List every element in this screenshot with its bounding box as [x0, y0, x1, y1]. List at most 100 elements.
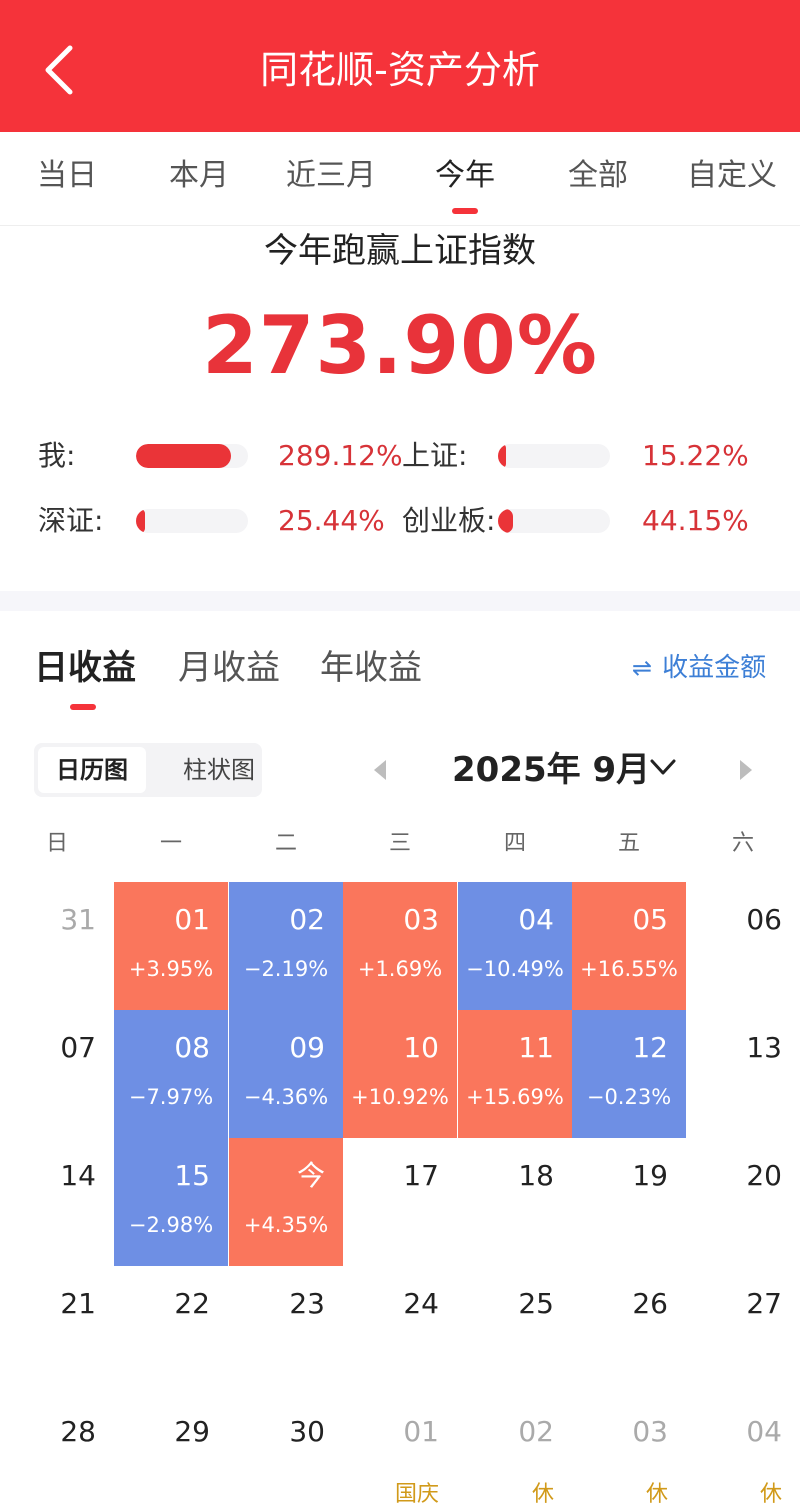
calendar-view-button[interactable]: 日历图: [38, 747, 146, 793]
tab-three-months[interactable]: 近三月: [286, 158, 376, 193]
holiday-label: 休: [645, 1482, 668, 1507]
calendar-day-cell[interactable]: 02 休: [458, 1394, 572, 1511]
calendar-day-cell[interactable]: 04 休: [686, 1394, 800, 1511]
bar-view-button[interactable]: 柱状图: [183, 756, 255, 784]
day-number: 11: [518, 1031, 554, 1064]
day-number: 今: [296, 1159, 325, 1192]
holiday-label: 休: [759, 1482, 782, 1507]
calendar-day-cell[interactable]: 10 +10.92%: [343, 1010, 457, 1138]
back-button[interactable]: [30, 40, 90, 100]
tab-this-month[interactable]: 本月: [169, 158, 229, 193]
comparison-value-shenzhen: 25.44%: [278, 504, 385, 537]
comparison-value-shanghai: 15.22%: [642, 439, 749, 472]
calendar-day-cell[interactable]: 13: [686, 1010, 800, 1138]
calendar-day-cell[interactable]: 08 −7.97%: [114, 1010, 228, 1138]
tab-yearly-return[interactable]: 年收益: [320, 648, 422, 688]
day-number: 04: [518, 903, 554, 936]
calendar-day-cell[interactable]: 02 −2.19%: [229, 882, 343, 1010]
weekday-label: 二: [274, 831, 297, 856]
daily-return: +16.55%: [580, 957, 678, 981]
tab-this-year[interactable]: 今年: [435, 158, 495, 193]
calendar-day-cell[interactable]: 27: [686, 1266, 800, 1394]
summary-title: 今年跑赢上证指数: [264, 231, 536, 271]
day-number: 24: [403, 1287, 439, 1320]
tab-all[interactable]: 全部: [568, 158, 628, 193]
daily-return: −10.49%: [466, 957, 564, 981]
calendar-day-cell[interactable]: 15 −2.98%: [114, 1138, 228, 1266]
day-number: 05: [632, 903, 668, 936]
calendar-day-cell[interactable]: 03 休: [572, 1394, 686, 1511]
calendar-day-cell[interactable]: 28: [0, 1394, 114, 1511]
page-title: 同花顺-资产分析: [260, 48, 540, 92]
day-number: 10: [403, 1031, 439, 1064]
day-number: 19: [632, 1159, 668, 1192]
app-header: 同花顺-资产分析: [0, 0, 800, 132]
daily-return: −0.23%: [586, 1085, 672, 1109]
tab-today[interactable]: 当日: [37, 158, 97, 193]
tab-custom[interactable]: 自定义: [687, 158, 777, 193]
day-number: 09: [289, 1031, 325, 1064]
calendar-day-cell[interactable]: 24: [343, 1266, 457, 1394]
day-number: 20: [746, 1159, 782, 1192]
comparison-bar-shanghai: [498, 444, 610, 468]
day-number: 02: [289, 903, 325, 936]
daily-return: −2.98%: [128, 1213, 214, 1237]
weekday-label: 三: [388, 831, 411, 856]
view-toggle: 日历图 柱状图: [34, 743, 262, 797]
calendar-day-cell[interactable]: 29: [114, 1394, 228, 1511]
calendar-day-cell[interactable]: 今 +4.35%: [229, 1138, 343, 1266]
comparison-bar-shenzhen: [136, 509, 248, 533]
calendar-day-cell[interactable]: 20: [686, 1138, 800, 1266]
calendar-day-cell[interactable]: 22: [114, 1266, 228, 1394]
calendar-day-cell[interactable]: 07: [0, 1010, 114, 1138]
holiday-label: 休: [531, 1482, 554, 1507]
calendar-day-cell[interactable]: 04 −10.49%: [458, 882, 572, 1010]
daily-return: −2.19%: [243, 957, 329, 981]
day-number: 13: [746, 1031, 782, 1064]
calendar-day-cell[interactable]: 17: [343, 1138, 457, 1266]
calendar-day-cell[interactable]: 14: [0, 1138, 114, 1266]
comparison-bar-fill: [498, 444, 506, 468]
calendar-day-cell[interactable]: 31: [0, 882, 114, 1010]
chevron-down-icon[interactable]: [648, 752, 678, 782]
day-number: 06: [746, 903, 782, 936]
day-number: 30: [289, 1415, 325, 1448]
calendar-day-cell[interactable]: 25: [458, 1266, 572, 1394]
amount-toggle-button[interactable]: ⇌ 收益金额: [632, 650, 766, 686]
summary-value: 273.90%: [202, 299, 598, 392]
comparison-label-shenzhen: 深证:: [38, 504, 104, 537]
calendar-day-cell[interactable]: 03 +1.69%: [343, 882, 457, 1010]
calendar-day-cell[interactable]: 01 +3.95%: [114, 882, 228, 1010]
day-number: 23: [289, 1287, 325, 1320]
next-month-icon[interactable]: [736, 756, 756, 784]
tab-daily-return[interactable]: 日收益: [34, 648, 136, 688]
calendar-day-cell[interactable]: 30: [229, 1394, 343, 1511]
calendar-day-cell[interactable]: 11 +15.69%: [458, 1010, 572, 1138]
month-selector[interactable]: 2025年 9月: [452, 750, 651, 790]
day-number: 31: [60, 903, 96, 936]
day-number: 18: [518, 1159, 554, 1192]
day-number: 01: [403, 1415, 439, 1448]
day-number: 03: [632, 1415, 668, 1448]
day-number: 04: [746, 1415, 782, 1448]
prev-month-icon[interactable]: [370, 756, 390, 784]
day-number: 29: [174, 1415, 210, 1448]
active-tab-indicator: [452, 208, 478, 214]
calendar-day-cell[interactable]: 06: [686, 882, 800, 1010]
comparison-label-me: 我:: [38, 439, 76, 472]
weekday-label: 日: [45, 831, 68, 856]
calendar-day-cell[interactable]: 05 +16.55%: [572, 882, 686, 1010]
calendar-day-cell[interactable]: 19: [572, 1138, 686, 1266]
day-number: 14: [60, 1159, 96, 1192]
calendar-day-cell[interactable]: 18: [458, 1138, 572, 1266]
chevron-left-icon: [45, 45, 73, 95]
calendar-day-cell[interactable]: 09 −4.36%: [229, 1010, 343, 1138]
calendar-day-cell[interactable]: 01 国庆: [343, 1394, 457, 1511]
calendar-day-cell[interactable]: 23: [229, 1266, 343, 1394]
calendar-day-cell[interactable]: 21: [0, 1266, 114, 1394]
calendar-day-cell[interactable]: 26: [572, 1266, 686, 1394]
daily-return: +4.35%: [243, 1213, 329, 1237]
day-number: 28: [60, 1415, 96, 1448]
calendar-day-cell[interactable]: 12 −0.23%: [572, 1010, 686, 1138]
tab-monthly-return[interactable]: 月收益: [178, 648, 280, 688]
